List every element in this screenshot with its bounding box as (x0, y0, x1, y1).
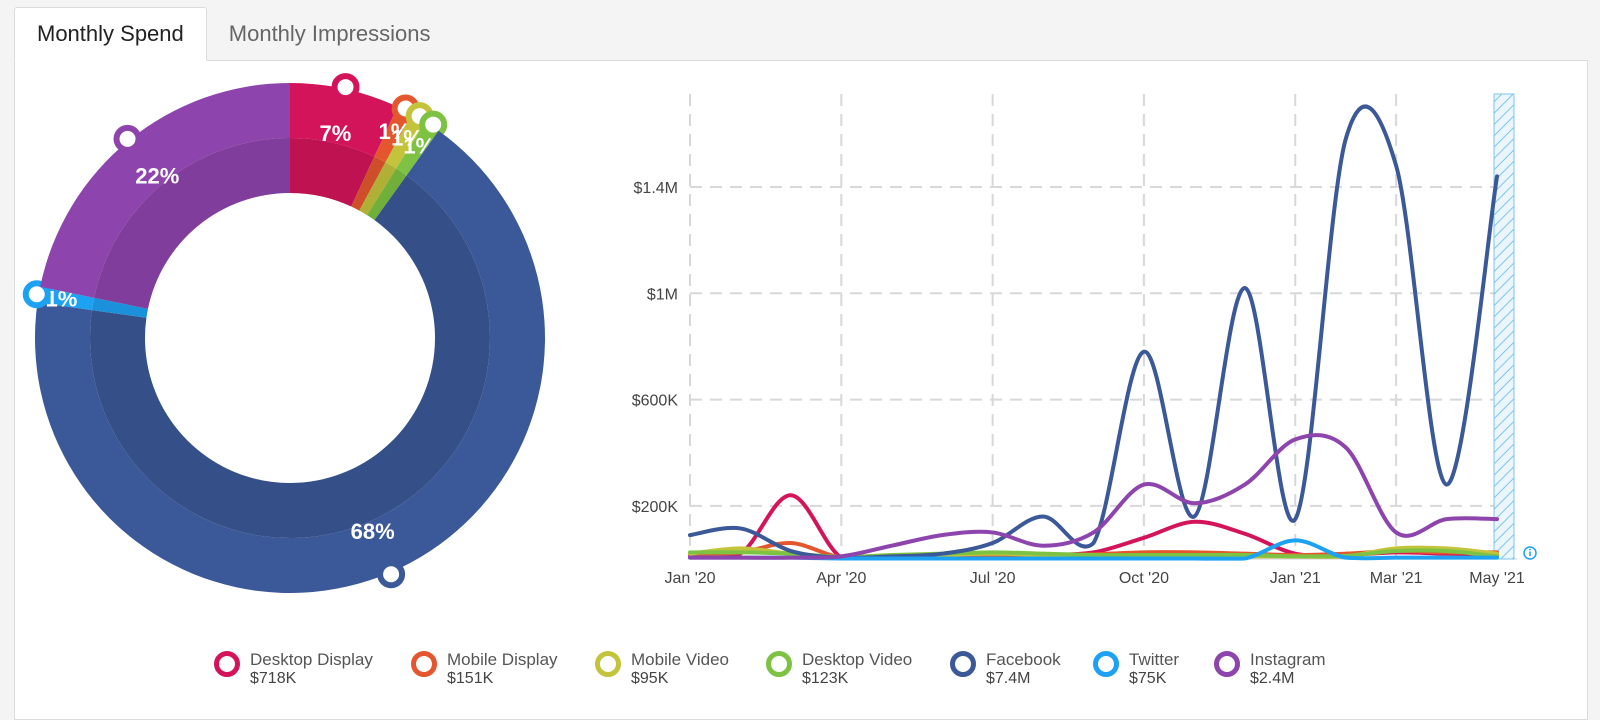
x-tick-label: Jul '20 (970, 570, 1016, 587)
donut-slice-label: 7% (319, 121, 351, 146)
donut-slice-inner (359, 162, 397, 216)
legend-series-name: Desktop Video (802, 650, 913, 669)
legend-series-name: Twitter (1129, 650, 1180, 669)
legend-text: Mobile Display $151K (447, 650, 558, 688)
x-tick-label: Mar '21 (1370, 570, 1423, 587)
donut-slice-marker (331, 73, 360, 102)
legend-series-total: $95K (631, 670, 669, 687)
info-icon[interactable] (1523, 546, 1537, 560)
legend-text: Twitter $75K (1129, 650, 1179, 688)
tab-monthly-spend[interactable]: Monthly Spend (14, 7, 207, 61)
legend-item-twitter[interactable]: Twitter $75K (1093, 650, 1179, 688)
legend-series-total: $718K (250, 670, 297, 687)
y-tick-label: $1M (647, 286, 678, 303)
donut-slice-marker (419, 110, 448, 139)
x-tick-label: Jan '21 (1270, 570, 1321, 587)
donut-slice-outer (37, 286, 95, 311)
donut-chart: 7% 1%1%1%68%1%22% (22, 73, 546, 594)
donut-slice-outer (290, 83, 398, 157)
tab-monthly-impressions[interactable]: Monthly Impressions (228, 20, 431, 46)
y-tick-label: $200K (632, 499, 679, 516)
donut-slice-inner (94, 138, 290, 309)
legend-series-total: $151K (447, 670, 494, 687)
legend-series-name: Mobile Video (631, 650, 729, 669)
y-tick-label: $1.4M (634, 180, 678, 197)
legend-item-desktop-display[interactable]: Desktop Display $718K (214, 650, 373, 688)
donut-slice-label: 22% (135, 163, 179, 188)
legend-series-total: $75K (1129, 670, 1167, 687)
series-line-facebook[interactable] (688, 104, 1499, 560)
tab-bar: Monthly Spend Monthly Impressions (14, 7, 453, 61)
legend-marker-icon (766, 651, 792, 677)
donut-slice-inner (367, 168, 407, 221)
legend-text: Desktop Video $123K (802, 650, 912, 688)
legend-text: Mobile Video $95K (631, 650, 729, 688)
chart-legend: Desktop Display $718K Mobile Display $151K M… (0, 650, 1600, 710)
line-chart: Jan '20 Apr '20 Jul '20 Oct '20 Jan '21 Mar '… (632, 93, 1537, 587)
charts-canvas: 7% 1%1%1%68%1%22% Jan '20 Apr '20 Jul '20 Oc… (22, 73, 1537, 594)
donut-slice-facebook[interactable]: 68% (35, 130, 546, 594)
legend-text: Desktop Display $718K (250, 650, 373, 688)
donut-slice-inner (351, 156, 386, 211)
legend-marker-icon (1214, 651, 1240, 677)
donut-slice-instagram[interactable]: 22% (40, 83, 290, 309)
donut-slice-twitter[interactable]: 1% (22, 280, 148, 318)
y-tick-label: $600K (632, 393, 679, 410)
donut-slice-desktop-display[interactable]: 7% (290, 73, 398, 207)
x-tick-label: Oct '20 (1119, 570, 1169, 587)
donut-slice-desktop-video[interactable]: 1% (367, 110, 448, 221)
donut-slice-marker (113, 124, 142, 153)
legend-series-total: $7.4M (986, 670, 1031, 687)
legend-series-name: Desktop Display (250, 650, 373, 669)
legend-text: Facebook $7.4M (986, 650, 1061, 688)
donut-slice-marker (22, 280, 51, 309)
legend-item-mobile-display[interactable]: Mobile Display $151K (411, 650, 558, 688)
x-tick-label: Apr '20 (816, 570, 866, 587)
legend-series-name: Instagram (1250, 650, 1326, 669)
donut-slice-outer (40, 83, 290, 298)
donut-slice-label: 68% (351, 519, 395, 544)
donut-slice-inner (89, 175, 490, 538)
donut-slice-inner (290, 138, 375, 207)
legend-marker-icon (411, 651, 437, 677)
legend-text: Instagram $2.4M (1250, 650, 1326, 688)
legend-marker-icon (950, 651, 976, 677)
legend-marker-icon (1093, 651, 1119, 677)
legend-series-total: $2.4M (1250, 670, 1295, 687)
legend-series-name: Facebook (986, 650, 1061, 669)
legend-item-instagram[interactable]: Instagram $2.4M (1214, 650, 1326, 688)
current-period-band (1493, 93, 1515, 560)
legend-series-name: Mobile Display (447, 650, 558, 669)
x-tick-label: May '21 (1469, 570, 1525, 587)
legend-marker-icon (214, 651, 240, 677)
legend-item-facebook[interactable]: Facebook $7.4M (950, 650, 1061, 688)
donut-slice-marker (377, 560, 406, 589)
legend-marker-icon (595, 651, 621, 677)
x-tick-label: Jan '20 (664, 570, 715, 587)
legend-item-desktop-video[interactable]: Desktop Video $123K (766, 650, 912, 688)
legend-series-total: $123K (802, 670, 849, 687)
series-line-instagram[interactable] (688, 433, 1499, 560)
legend-item-mobile-video[interactable]: Mobile Video $95K (595, 650, 729, 688)
donut-slice-inner (91, 297, 148, 318)
